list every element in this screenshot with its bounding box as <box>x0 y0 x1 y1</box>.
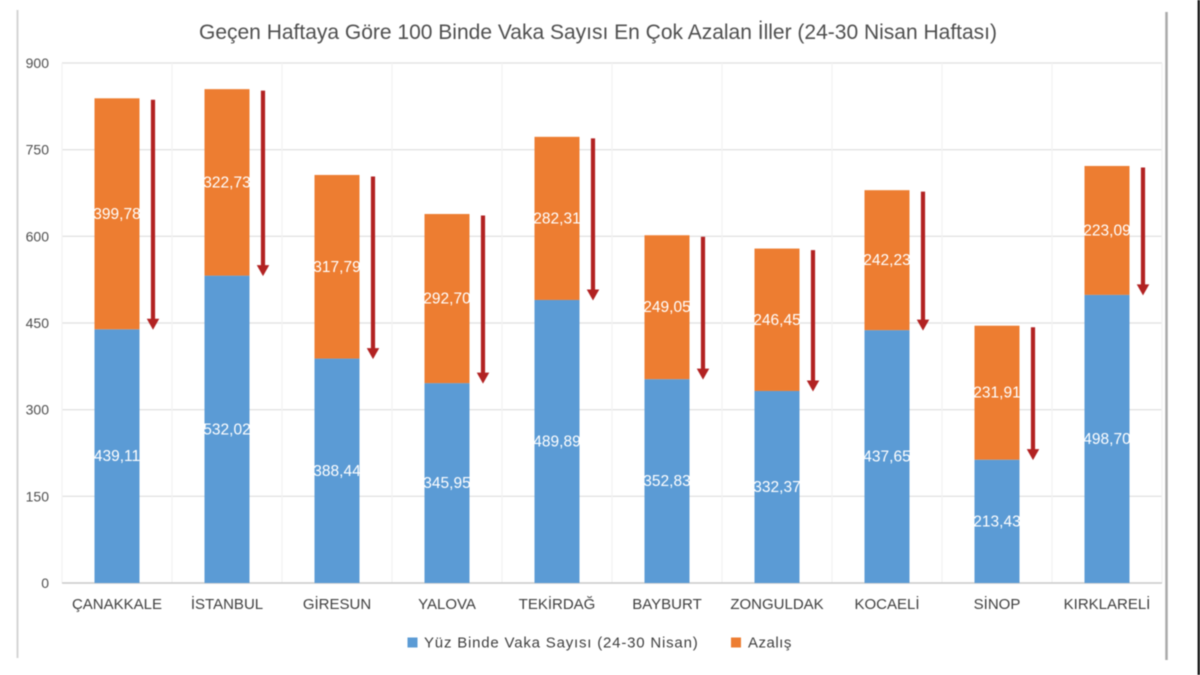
svg-text:750: 750 <box>26 142 50 158</box>
svg-text:150: 150 <box>26 488 50 504</box>
svg-text:388,44: 388,44 <box>313 463 361 480</box>
svg-text:900: 900 <box>26 55 50 71</box>
svg-text:223,09: 223,09 <box>1083 222 1130 239</box>
svg-text:Geçen Haftaya Göre 100 Binde V: Geçen Haftaya Göre 100 Binde Vaka Sayısı… <box>199 21 997 44</box>
svg-text:213,43: 213,43 <box>973 513 1020 530</box>
svg-text:450: 450 <box>26 315 50 331</box>
svg-text:249,05: 249,05 <box>643 299 690 316</box>
svg-text:YALOVA: YALOVA <box>418 596 476 613</box>
svg-text:Azalış: Azalış <box>748 635 792 652</box>
svg-text:600: 600 <box>26 228 50 244</box>
svg-text:332,37: 332,37 <box>753 479 800 496</box>
svg-text:246,45: 246,45 <box>753 312 800 329</box>
svg-text:İSTANBUL: İSTANBUL <box>191 595 263 613</box>
svg-text:SİNOP: SİNOP <box>974 595 1021 613</box>
svg-text:437,65: 437,65 <box>863 449 910 466</box>
svg-text:TEKİRDAĞ: TEKİRDAĞ <box>519 595 596 613</box>
svg-text:282,31: 282,31 <box>533 210 580 227</box>
svg-text:KOCAELİ: KOCAELİ <box>854 595 919 613</box>
svg-text:292,70: 292,70 <box>423 291 471 308</box>
svg-text:242,23: 242,23 <box>863 252 910 269</box>
svg-text:345,95: 345,95 <box>423 475 470 492</box>
svg-text:231,91: 231,91 <box>973 385 1020 402</box>
svg-text:352,83: 352,83 <box>643 473 690 490</box>
svg-text:532,02: 532,02 <box>203 421 250 438</box>
svg-text:BAYBURT: BAYBURT <box>632 596 701 613</box>
svg-text:439,11: 439,11 <box>94 448 140 465</box>
svg-text:489,89: 489,89 <box>533 433 580 450</box>
svg-text:399,78: 399,78 <box>93 206 140 223</box>
svg-text:317,79: 317,79 <box>313 259 360 276</box>
svg-text:KIRKLARELİ: KIRKLARELİ <box>1064 595 1151 613</box>
svg-text:GİRESUN: GİRESUN <box>303 595 371 613</box>
svg-text:300: 300 <box>26 402 50 418</box>
svg-text:0: 0 <box>41 575 49 591</box>
svg-text:ÇANAKKALE: ÇANAKKALE <box>72 596 162 613</box>
svg-text:498,70: 498,70 <box>1083 431 1131 448</box>
svg-text:Yüz Binde Vaka Sayısı (24-30 N: Yüz Binde Vaka Sayısı (24-30 Nisan) <box>424 635 699 652</box>
svg-text:ZONGULDAK: ZONGULDAK <box>730 596 823 613</box>
svg-text:322,73: 322,73 <box>203 174 250 191</box>
